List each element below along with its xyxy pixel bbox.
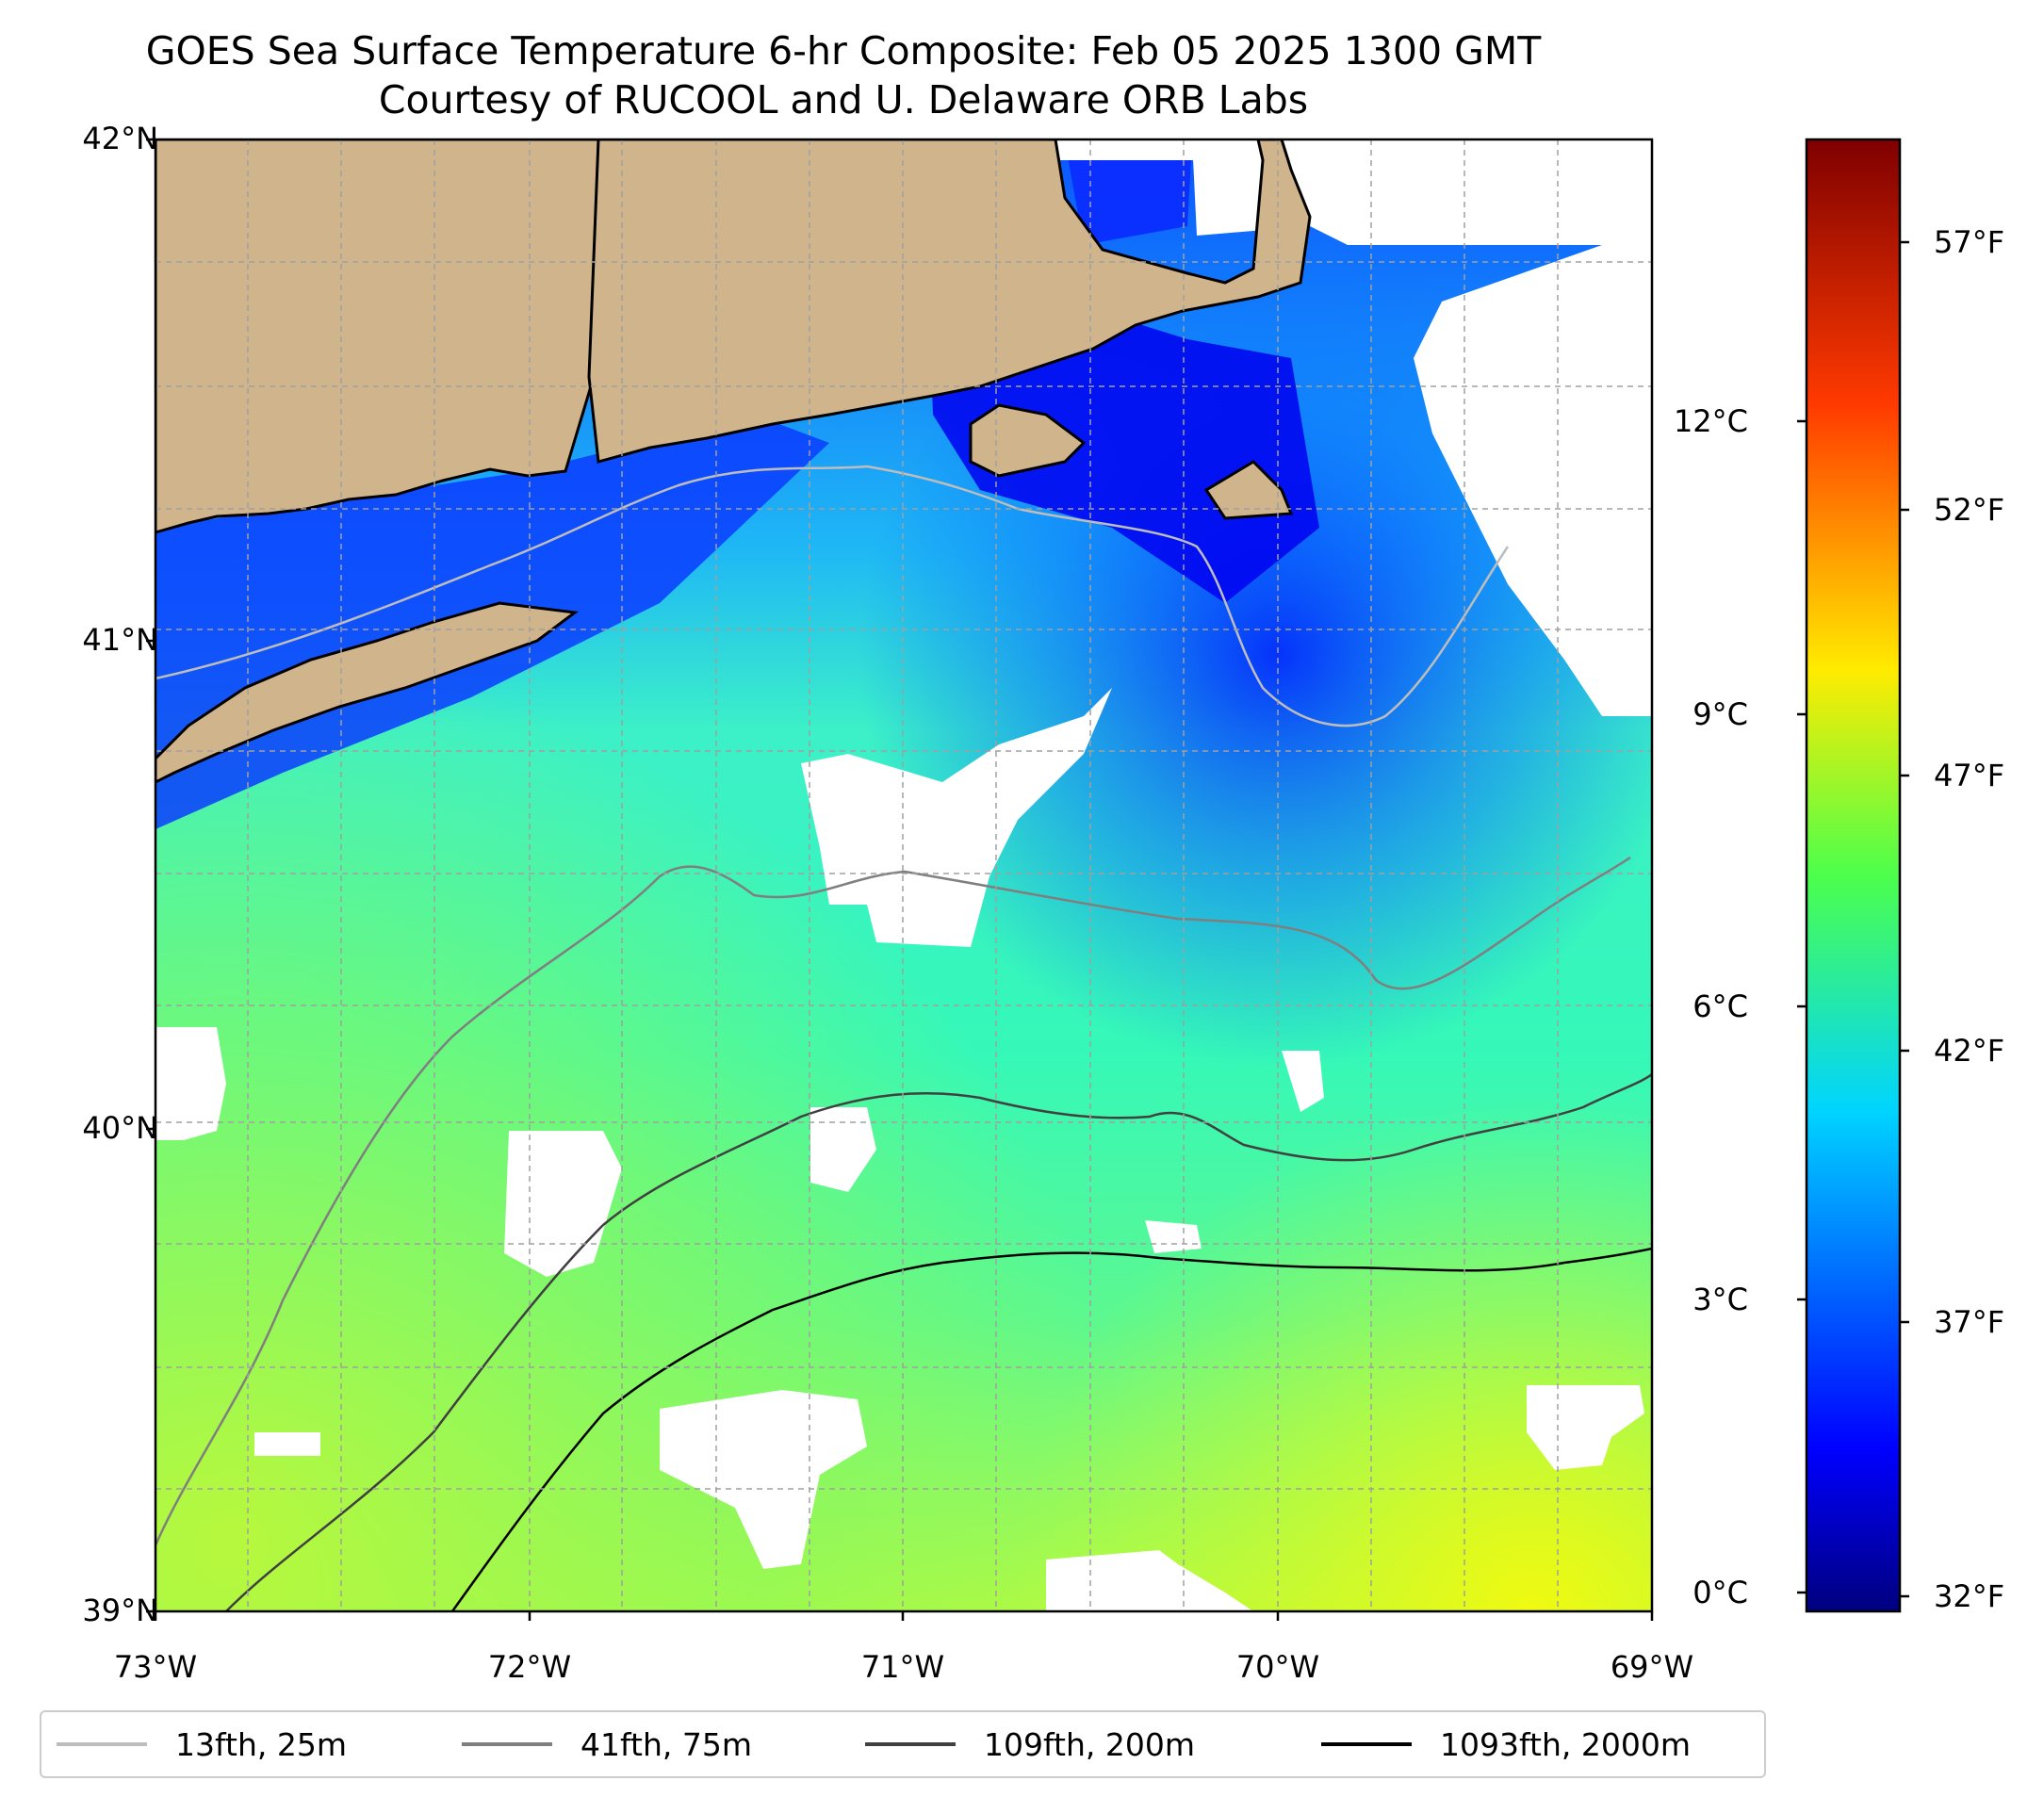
lat-label-42: 42°N <box>82 121 158 156</box>
legend-swatch-75m <box>462 1742 552 1746</box>
lon-label-72: 72°W <box>487 1649 572 1685</box>
colorbar-f-37: 37°F <box>1934 1304 2005 1340</box>
legend-swatch-25m <box>57 1742 147 1746</box>
legend-item-200m: 109fth, 200m <box>865 1712 1195 1776</box>
lat-label-41: 41°N <box>82 622 158 658</box>
lon-label-69: 69°W <box>1610 1649 1694 1685</box>
colorbar <box>1805 138 1902 1613</box>
colorbar-f-32: 32°F <box>1934 1578 2005 1614</box>
colorbar-f-52: 52°F <box>1934 492 2005 528</box>
legend-item-25m: 13fth, 25m <box>57 1712 347 1776</box>
legend-swatch-200m <box>865 1742 956 1746</box>
colorbar-f-47: 47°F <box>1934 758 2005 793</box>
colorbar-c-0: 0°C <box>1692 1575 1748 1610</box>
land <box>155 139 1312 784</box>
lat-label-39: 39°N <box>82 1593 158 1628</box>
legend-item-2000m: 1093fth, 2000m <box>1321 1712 1691 1776</box>
legend-label-25m: 13fth, 25m <box>175 1725 347 1763</box>
legend-item-75m: 41fth, 75m <box>462 1712 752 1776</box>
colorbar-c-6: 6°C <box>1692 988 1748 1024</box>
lon-label-73: 73°W <box>113 1649 198 1685</box>
legend-label-75m: 41fth, 75m <box>580 1725 752 1763</box>
isobath-2000m <box>450 1247 1652 1611</box>
colorbar-c-12: 12°C <box>1673 403 1748 439</box>
chart-subtitle: Courtesy of RUCOOL and U. Delaware ORB L… <box>378 77 1309 123</box>
isobath-200m <box>225 1072 1652 1611</box>
lon-label-71: 71°W <box>860 1649 945 1685</box>
colorbar-c-3: 3°C <box>1692 1282 1748 1317</box>
legend-label-2000m: 1093fth, 2000m <box>1440 1725 1691 1763</box>
isobath-25m <box>155 465 1510 727</box>
isobath-legend: 13fth, 25m 41fth, 75m 109fth, 200m 1093f… <box>40 1710 1766 1778</box>
graticule <box>155 139 1652 1611</box>
isobaths <box>155 465 1652 1611</box>
colorbar-f-57: 57°F <box>1934 224 2005 260</box>
isobath-75m <box>155 856 1631 1546</box>
colorbar-ticks <box>1797 240 1909 1598</box>
colorbar-f-42: 42°F <box>1934 1033 2005 1069</box>
axis-ticks <box>146 138 1654 1621</box>
legend-swatch-2000m <box>1321 1742 1412 1746</box>
chart-title: GOES Sea Surface Temperature 6-hr Compos… <box>145 28 1542 74</box>
lat-label-40: 40°N <box>82 1110 158 1146</box>
lon-label-70: 70°W <box>1235 1649 1320 1685</box>
legend-label-200m: 109fth, 200m <box>984 1725 1195 1763</box>
colorbar-c-9: 9°C <box>1692 696 1748 732</box>
cloud-mask <box>155 139 1652 1611</box>
